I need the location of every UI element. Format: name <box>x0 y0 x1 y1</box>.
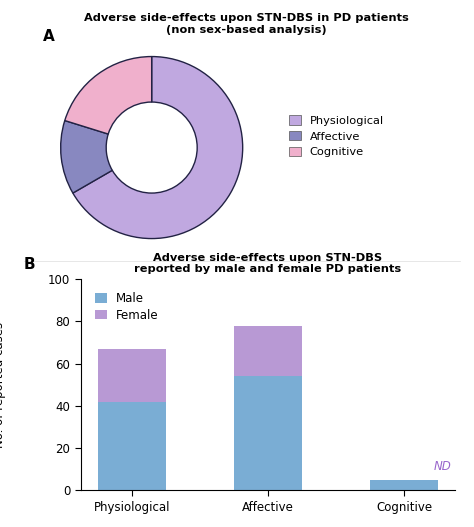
Bar <box>234 376 302 490</box>
Wedge shape <box>61 121 112 193</box>
Bar <box>98 402 166 490</box>
Text: Adverse side-effects upon STN-DBS in PD patients
(non sex-based analysis): Adverse side-effects upon STN-DBS in PD … <box>84 13 409 35</box>
Y-axis label: No. of reported cases: No. of reported cases <box>0 321 6 448</box>
Legend: Physiological, Affective, Cognitive: Physiological, Affective, Cognitive <box>289 115 384 157</box>
Wedge shape <box>73 56 243 239</box>
Bar <box>98 349 166 402</box>
Text: A: A <box>43 29 55 44</box>
Bar <box>234 326 302 376</box>
Title: Adverse side-effects upon STN-DBS
reported by male and female PD patients: Adverse side-effects upon STN-DBS report… <box>134 253 401 275</box>
Text: ND: ND <box>433 460 451 473</box>
Wedge shape <box>65 56 152 134</box>
Text: B: B <box>24 257 36 272</box>
Bar <box>370 480 438 490</box>
Legend: Male, Female: Male, Female <box>90 287 164 326</box>
